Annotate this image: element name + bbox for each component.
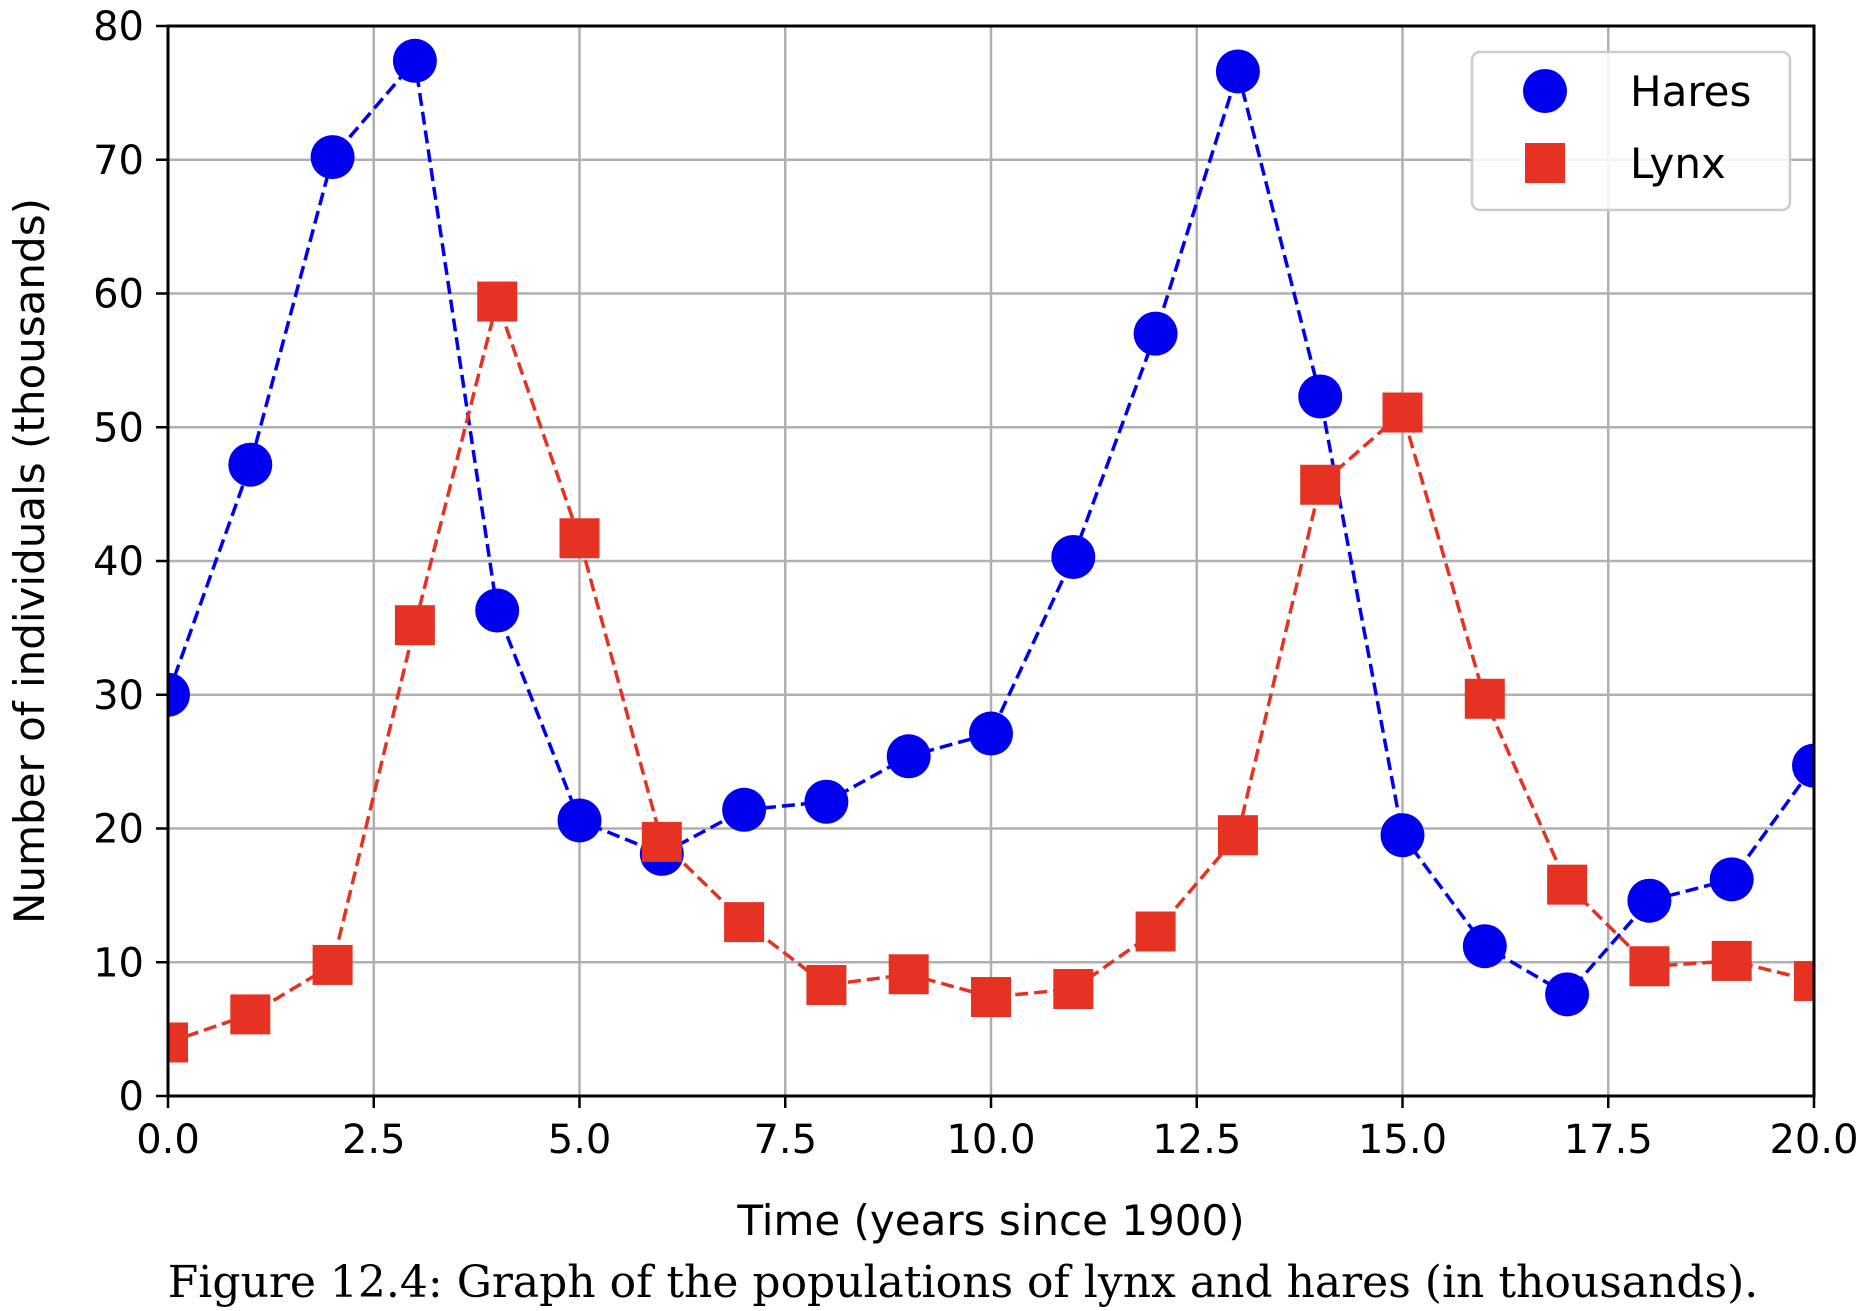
hares-point (1051, 534, 1096, 579)
legend-hares-label: Hares (1630, 67, 1751, 116)
hares-point (1792, 743, 1814, 788)
legend-lynx-label: Lynx (1630, 139, 1726, 188)
hares-point (392, 38, 437, 83)
x-tick-label: 15.0 (1358, 1117, 1447, 1163)
x-tick-label: 5.0 (548, 1117, 612, 1163)
lynx-point (1464, 678, 1505, 719)
lynx-point (477, 281, 518, 322)
lynx-point (1217, 815, 1258, 856)
lynx-point (559, 518, 600, 559)
hares-point (168, 672, 190, 717)
hares-point (228, 442, 273, 487)
lynx-point (971, 977, 1011, 1018)
hares-point (1298, 374, 1343, 419)
lynx-point (1053, 969, 1094, 1009)
lynx-point (1629, 946, 1670, 987)
hares-point (1627, 878, 1672, 923)
hares-point (1545, 972, 1590, 1017)
legend: Hares Lynx (1470, 50, 1792, 212)
hares-point (1133, 311, 1178, 356)
y-tick-label: 40 (93, 539, 144, 585)
lynx-point (1794, 960, 1814, 1001)
lynx-point (1547, 864, 1588, 905)
lynx-point (168, 1022, 188, 1063)
y-tick-label: 60 (93, 272, 144, 318)
x-tick-label: 2.5 (342, 1117, 406, 1163)
y-tick-label: 10 (93, 940, 144, 986)
hares-point (475, 588, 520, 633)
x-tick-label: 20.0 (1769, 1117, 1858, 1163)
lynx-point (394, 605, 435, 646)
lynx-point (1135, 911, 1176, 952)
y-tick-label: 70 (93, 138, 144, 184)
hares-point (969, 711, 1013, 756)
hares-point (1462, 924, 1507, 969)
hares-point (310, 135, 355, 180)
hares-point (557, 798, 602, 843)
lynx-point (641, 821, 682, 862)
hares-point (1380, 813, 1425, 858)
y-tick-label: 30 (93, 673, 144, 719)
series-layer (168, 38, 1814, 1063)
hares-point (804, 779, 849, 824)
lynx-point (806, 964, 847, 1005)
legend-hares-marker (1523, 69, 1567, 113)
lynx-point (724, 902, 765, 943)
x-tick-label: 7.5 (753, 1117, 817, 1163)
y-tick-label: 0 (119, 1074, 144, 1120)
figure-caption: Figure 12.4: Graph of the populations of… (168, 1257, 1759, 1308)
lynx-point (230, 994, 271, 1035)
hares-point (722, 787, 767, 832)
lynx-series-line (168, 295, 1814, 1045)
hares-point (886, 734, 931, 779)
hares-point (1215, 49, 1260, 94)
lynx-point (1711, 940, 1752, 981)
hares-point (1709, 857, 1754, 902)
x-tick-label: 10.0 (946, 1117, 1035, 1163)
lynx-point (1382, 392, 1423, 433)
x-tick-label: 12.5 (1152, 1117, 1241, 1163)
hares-series-line (168, 56, 1814, 997)
lynx-point (312, 944, 353, 985)
legend-lynx-marker (1525, 143, 1565, 183)
x-tick-label: 17.5 (1564, 1117, 1653, 1163)
y-axis-label: Number of individuals (thousands) (5, 198, 54, 924)
x-axis-label: Time (years since 1900) (736, 1196, 1244, 1245)
x-tick-label: 0.0 (136, 1117, 200, 1163)
lynx-point (1300, 464, 1341, 505)
lynx-point (888, 954, 929, 995)
y-tick-label: 80 (93, 4, 144, 50)
y-tick-label: 50 (93, 405, 144, 451)
ticks: 0.0 2.5 5.0 7.5 10.0 12.5 15.0 17.5 20.0 0 10 20 30 4… (93, 4, 1858, 1163)
y-tick-label: 20 (93, 807, 144, 853)
